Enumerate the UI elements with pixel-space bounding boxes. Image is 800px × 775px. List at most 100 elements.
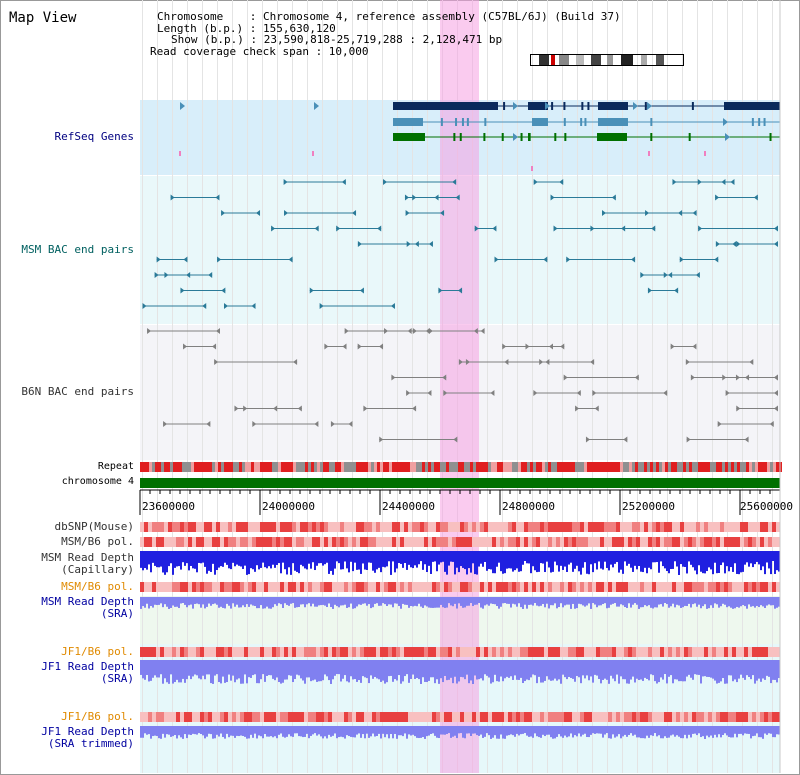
polymorphism-cell bbox=[176, 582, 180, 592]
polymorphism-cell bbox=[152, 537, 156, 547]
read-depth-bar bbox=[534, 551, 536, 571]
read-depth-bar bbox=[478, 660, 480, 680]
repeat-segment bbox=[617, 462, 620, 472]
polymorphism-cell bbox=[352, 582, 356, 592]
read-depth-bar bbox=[220, 597, 222, 607]
polymorphism-cell bbox=[424, 712, 428, 722]
repeat-segment bbox=[500, 462, 503, 472]
read-depth-bar bbox=[680, 551, 682, 565]
read-depth-bar bbox=[148, 597, 150, 609]
read-depth-bar bbox=[650, 726, 652, 736]
selection-highlight[interactable] bbox=[440, 0, 479, 773]
read-depth-bar bbox=[450, 597, 452, 606]
read-depth-bar bbox=[446, 597, 448, 608]
read-depth-bar bbox=[456, 726, 458, 739]
polymorphism-cell bbox=[616, 712, 620, 722]
polymorphism-cell bbox=[716, 522, 720, 532]
read-depth-bar bbox=[396, 660, 398, 681]
polymorphism-cell bbox=[288, 537, 292, 547]
polymorphism-cell bbox=[224, 647, 228, 657]
read-depth-bar bbox=[678, 726, 680, 737]
polymorphism-cell bbox=[252, 522, 256, 532]
gene-arrow bbox=[180, 102, 185, 110]
read-depth-bar bbox=[272, 597, 274, 608]
polymorphism-cell bbox=[316, 647, 320, 657]
read-depth-bar bbox=[642, 660, 644, 681]
polymorphism-cell bbox=[216, 522, 220, 532]
polymorphism-cell bbox=[440, 582, 444, 592]
read-depth-bar bbox=[152, 660, 154, 678]
repeat-segment bbox=[569, 462, 572, 472]
read-depth-bar bbox=[304, 551, 306, 569]
chromosome-ideogram[interactable] bbox=[530, 54, 684, 66]
read-depth-bar bbox=[306, 660, 308, 678]
polymorphism-cell bbox=[452, 522, 456, 532]
read-depth-bar bbox=[234, 726, 236, 738]
polymorphism-cell bbox=[652, 582, 656, 592]
repeat-segment bbox=[461, 462, 464, 472]
read-depth-bar bbox=[522, 726, 524, 734]
repeat-segment bbox=[653, 462, 656, 472]
read-depth-bar bbox=[182, 726, 184, 739]
read-depth-bar bbox=[362, 660, 364, 677]
read-depth-bar bbox=[214, 660, 216, 676]
polymorphism-cell bbox=[400, 522, 404, 532]
read-depth-bar bbox=[506, 597, 508, 604]
read-depth-bar bbox=[386, 726, 388, 735]
read-depth-bar bbox=[604, 597, 606, 604]
read-depth-bar bbox=[758, 597, 760, 608]
polymorphism-cell bbox=[144, 522, 148, 532]
read-depth-bar bbox=[400, 551, 402, 564]
read-depth-bar bbox=[310, 597, 312, 607]
read-depth-bar bbox=[240, 660, 242, 684]
read-depth-bar bbox=[400, 597, 402, 609]
read-depth-bar bbox=[454, 660, 456, 677]
read-depth-bar bbox=[388, 551, 390, 562]
repeat-segment bbox=[644, 462, 647, 472]
repeat-segment bbox=[176, 462, 179, 472]
polymorphism-cell bbox=[716, 647, 720, 657]
read-depth-bar bbox=[526, 597, 528, 609]
polymorphism-cell bbox=[164, 522, 168, 532]
read-depth-bar bbox=[588, 597, 590, 604]
read-depth-bar bbox=[260, 660, 262, 680]
polymorphism-cell bbox=[240, 582, 244, 592]
read-depth-bar bbox=[456, 551, 458, 568]
read-depth-bar bbox=[684, 551, 686, 567]
read-depth-bar bbox=[380, 597, 382, 606]
polymorphism-cell bbox=[588, 522, 592, 532]
polymorphism-cell bbox=[356, 712, 360, 722]
read-depth-bar bbox=[702, 597, 704, 607]
read-depth-bar bbox=[758, 551, 760, 565]
polymorphism-cell bbox=[488, 712, 492, 722]
polymorphism-cell bbox=[680, 712, 684, 722]
polymorphism-cell bbox=[544, 522, 548, 532]
read-depth-bar bbox=[404, 660, 406, 677]
read-depth-bar bbox=[560, 597, 562, 604]
read-depth-bar bbox=[466, 726, 468, 734]
read-depth-bar bbox=[726, 726, 728, 736]
polymorphism-cell bbox=[676, 647, 680, 657]
read-depth-bar bbox=[740, 551, 742, 573]
polymorphism-cell bbox=[420, 522, 424, 532]
polymorphism-cell bbox=[376, 712, 380, 722]
read-depth-bar bbox=[744, 660, 746, 680]
repeat-segment bbox=[536, 462, 539, 472]
repeat-segment bbox=[668, 462, 671, 472]
polymorphism-cell bbox=[164, 582, 168, 592]
polymorphism-cell bbox=[548, 647, 552, 657]
polymorphism-cell bbox=[160, 712, 164, 722]
polymorphism-cell bbox=[552, 537, 556, 547]
polymorphism-cell bbox=[484, 522, 488, 532]
polymorphism-cell bbox=[688, 647, 692, 657]
repeat-segment bbox=[224, 462, 227, 472]
read-depth-bar bbox=[694, 551, 696, 571]
read-depth-bar bbox=[378, 597, 380, 606]
gene-arrow bbox=[513, 133, 518, 141]
polymorphism-cell bbox=[224, 582, 228, 592]
repeat-segment bbox=[179, 462, 182, 472]
read-depth-bar bbox=[716, 551, 718, 574]
read-depth-bar bbox=[502, 660, 504, 682]
read-depth-bar bbox=[470, 726, 472, 737]
